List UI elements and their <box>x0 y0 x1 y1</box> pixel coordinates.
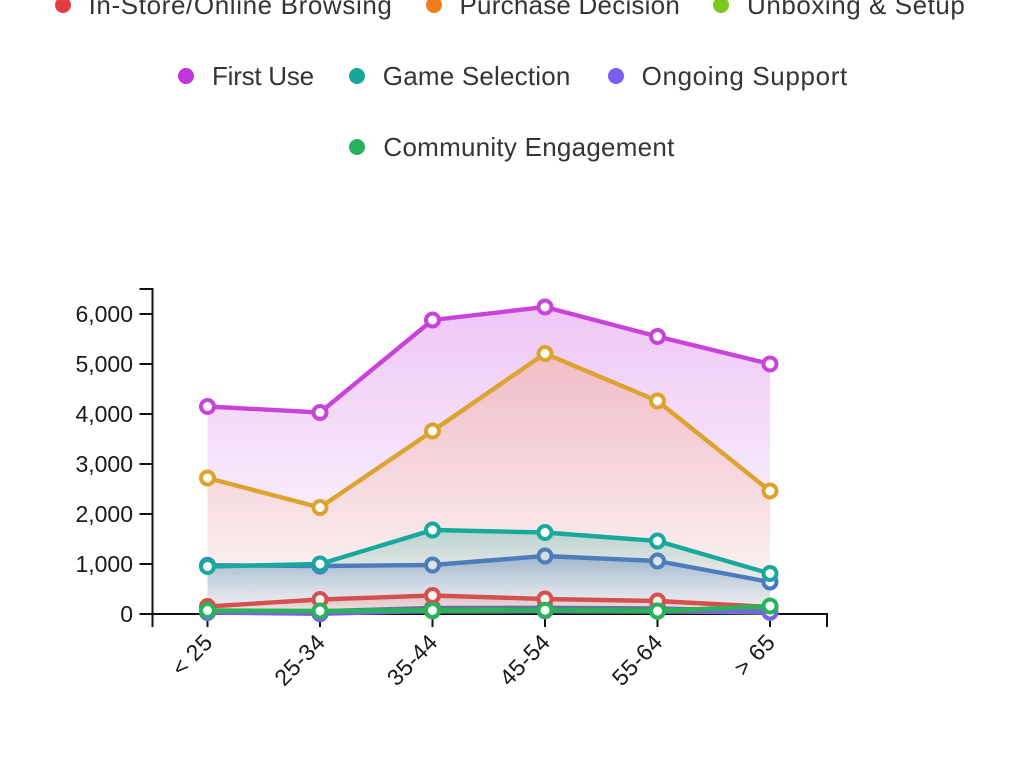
svg-text:25-34: 25-34 <box>269 629 330 691</box>
svg-text:55-64: 55-64 <box>607 629 668 691</box>
svg-text:1,000: 1,000 <box>75 551 133 577</box>
svg-text:4,000: 4,000 <box>75 401 133 427</box>
svg-text:45-54: 45-54 <box>494 629 555 691</box>
svg-text:3,000: 3,000 <box>75 451 133 477</box>
svg-text:0: 0 <box>120 601 133 627</box>
svg-text:35-44: 35-44 <box>382 629 443 691</box>
svg-text:5,000: 5,000 <box>75 351 133 377</box>
svg-text:< 25: < 25 <box>166 629 217 681</box>
svg-text:> 65: > 65 <box>729 629 780 681</box>
svg-text:2,000: 2,000 <box>75 501 133 527</box>
svg-text:6,000: 6,000 <box>75 301 133 327</box>
